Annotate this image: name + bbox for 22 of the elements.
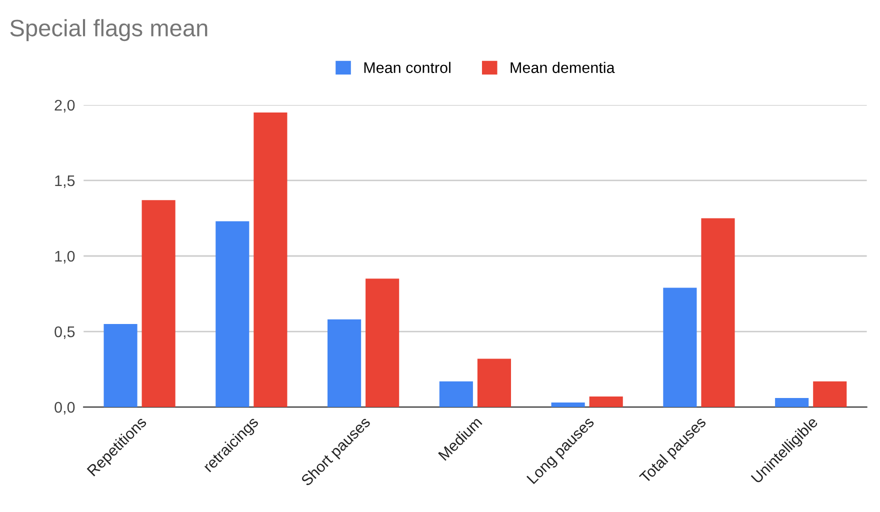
- bar: [663, 288, 697, 408]
- y-tick-label: 1,0: [55, 250, 75, 264]
- chart-title: Special flags mean: [10, 19, 208, 42]
- legend-label: Mean control: [364, 62, 450, 74]
- bar: [551, 402, 585, 408]
- y-tick-label: 2,0: [54, 100, 75, 112]
- bar: [366, 278, 400, 408]
- legend-label: Mean dementia: [510, 62, 615, 74]
- bar: [216, 221, 250, 408]
- bar: [775, 398, 809, 408]
- bar: [328, 319, 362, 408]
- bar: [439, 381, 473, 408]
- bar: [254, 112, 288, 408]
- bar: [589, 396, 623, 408]
- bar: [813, 381, 847, 408]
- bar: [142, 200, 176, 408]
- y-tick-label: 0,0: [54, 402, 75, 415]
- bar: [701, 218, 735, 408]
- y-tick-label: 0,5: [54, 326, 75, 340]
- bar: [104, 324, 138, 408]
- y-tick-label: 1,5: [55, 176, 75, 188]
- bar: [477, 358, 512, 408]
